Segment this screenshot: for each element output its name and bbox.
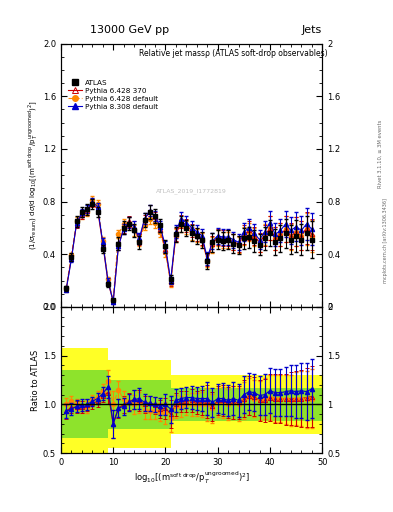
Y-axis label: Ratio to ATLAS: Ratio to ATLAS	[31, 349, 40, 411]
Bar	[61, 370, 108, 438]
Text: ATLAS_2019_I1772819: ATLAS_2019_I1772819	[156, 188, 227, 194]
Bar	[108, 360, 171, 448]
Legend: ATLAS, Pythia 6.428 370, Pythia 6.428 default, Pythia 8.308 default: ATLAS, Pythia 6.428 370, Pythia 6.428 de…	[67, 79, 159, 110]
Text: mcplots.cern.ch [arXiv:1306.3436]: mcplots.cern.ch [arXiv:1306.3436]	[384, 198, 388, 283]
Text: Relative jet massρ (ATLAS soft-drop observables): Relative jet massρ (ATLAS soft-drop obse…	[140, 49, 328, 58]
X-axis label: log$_{10}$[(m$^{\rm soft\ drop}$/p$_T^{\rm ungroomed})^2$]: log$_{10}$[(m$^{\rm soft\ drop}$/p$_T^{\…	[134, 470, 250, 486]
Bar	[108, 380, 171, 429]
Text: Jets: Jets	[302, 25, 322, 35]
Bar	[171, 375, 322, 434]
Y-axis label: $(1/\sigma_{\rm resum})$ d$\sigma$/d log$_{10}$[(m$^{\rm soft\ drop}$/p$_T^{\rm : $(1/\sigma_{\rm resum})$ d$\sigma$/d log…	[26, 100, 40, 250]
Text: 13000 GeV pp: 13000 GeV pp	[90, 25, 169, 35]
Bar	[171, 388, 322, 421]
Bar	[61, 348, 108, 461]
Text: Rivet 3.1.10, ≥ 3M events: Rivet 3.1.10, ≥ 3M events	[378, 119, 383, 188]
